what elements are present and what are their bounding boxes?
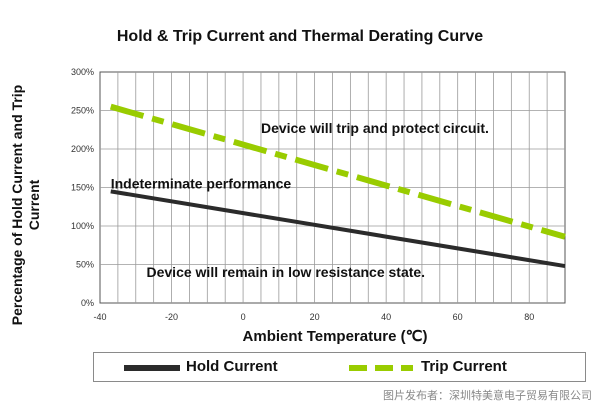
y-tick-label: 150% xyxy=(71,183,94,193)
legend-label-hold: Hold Current xyxy=(186,358,278,375)
y-tick-label: 100% xyxy=(71,221,94,231)
y-axis-label: Percentage of Hold Current and Trip Curr… xyxy=(9,84,42,326)
chart-title: Hold & Trip Current and Thermal Derating… xyxy=(116,28,484,45)
legend-swatch-hold xyxy=(124,365,180,371)
legend: Hold Current Trip Current xyxy=(93,352,586,382)
legend-label-trip: Trip Current xyxy=(421,358,507,375)
x-tick-label: -20 xyxy=(165,312,178,322)
x-tick-label: 60 xyxy=(453,312,463,322)
y-tick-label: 250% xyxy=(71,106,94,116)
x-axis-label: Ambient Temperature (℃) xyxy=(242,328,428,345)
y-tick-label: 50% xyxy=(76,260,94,270)
watermark: 图片发布者：深圳特美意电子贸易有限公司 xyxy=(383,390,592,402)
y-tick-label: 300% xyxy=(71,67,94,77)
x-tick-label: 0 xyxy=(241,312,246,322)
x-tick-label: -40 xyxy=(93,312,106,322)
series-line-hold xyxy=(110,189,566,269)
annotation-0: Device will trip and protect circuit. xyxy=(261,120,489,136)
x-tick-label: 40 xyxy=(381,312,391,322)
y-tick-label: 200% xyxy=(71,144,94,154)
legend-swatch-trip xyxy=(349,365,413,371)
y-tick-label: 0% xyxy=(81,298,94,308)
annotation-1: Indeterminate performance xyxy=(111,176,292,192)
x-tick-label: 20 xyxy=(310,312,320,322)
series-line-trip xyxy=(109,103,566,240)
annotation-2: Device will remain in low resistance sta… xyxy=(147,264,426,280)
x-tick-label: 80 xyxy=(524,312,534,322)
